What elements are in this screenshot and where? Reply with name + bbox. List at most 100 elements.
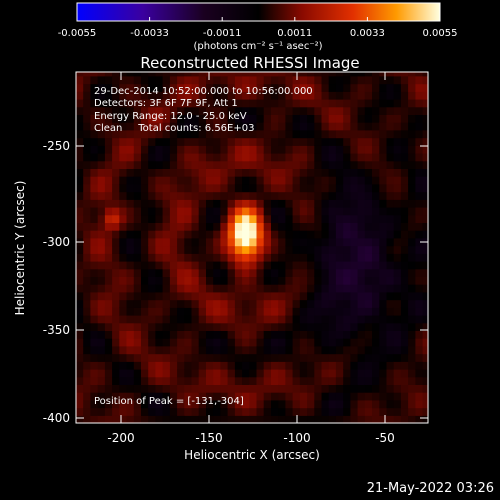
heatmap-cell (263, 268, 272, 277)
heatmap-cell (220, 384, 229, 393)
heatmap-cell (328, 122, 337, 131)
heatmap-cell (126, 338, 135, 347)
heatmap-cell (292, 83, 301, 92)
heatmap-cell (177, 199, 185, 208)
heatmap-cell (177, 384, 185, 393)
heatmap-cell (249, 106, 258, 115)
heatmap-cell (400, 145, 409, 154)
heatmap-cell (242, 353, 250, 362)
heatmap-cell (372, 291, 380, 301)
heatmap-cell (112, 137, 120, 146)
heatmap-cell (148, 276, 156, 285)
heatmap-cell (213, 207, 221, 216)
heatmap-cell (328, 91, 337, 100)
heatmap-cell (263, 322, 272, 331)
heatmap-cell (263, 345, 272, 355)
heatmap-cell (335, 153, 344, 162)
heatmap-cell (191, 191, 200, 200)
heatmap-cell (357, 322, 366, 331)
heatmap-cell (162, 114, 171, 123)
heatmap-cell (422, 91, 428, 100)
heatmap-cell (213, 322, 221, 331)
heatmap-cell (278, 153, 286, 162)
heatmap-cell (307, 415, 315, 423)
heatmap-cell (177, 207, 185, 216)
heatmap-cell (83, 315, 91, 324)
heatmap-cell (148, 284, 156, 293)
heatmap-cell (350, 361, 359, 370)
heatmap-cell (386, 75, 395, 85)
heatmap-cell (307, 384, 315, 393)
colorbar-unit-label: (photons cm⁻² s⁻¹ asec⁻²) (193, 41, 322, 52)
heatmap-cell (177, 214, 185, 223)
heatmap-cell (119, 284, 128, 293)
heatmap-cell (335, 276, 344, 285)
heatmap-cell (206, 106, 214, 115)
heatmap-cell (350, 137, 359, 146)
heatmap-cell (292, 338, 301, 347)
heatmap-cell (90, 245, 99, 254)
heatmap-cell (256, 83, 265, 92)
heatmap-cell (198, 160, 207, 169)
heatmap-cell (415, 253, 424, 262)
heatmap-cell (162, 106, 171, 115)
heatmap-cell (162, 399, 171, 409)
heatmap-cell (148, 230, 156, 239)
heatmap-cell (242, 407, 250, 416)
heatmap-cell (393, 145, 402, 154)
heatmap-cell (386, 222, 395, 231)
heatmap-cell (321, 114, 330, 123)
heatmap-cell (415, 353, 424, 362)
heatmap-cell (177, 83, 185, 92)
heatmap-cell (271, 176, 279, 185)
heatmap-cell (415, 237, 424, 247)
chart-title: Reconstructed RHESSI Image (140, 54, 359, 72)
heatmap-cell (364, 72, 373, 77)
heatmap-cell (83, 83, 91, 92)
heatmap-cell (335, 361, 344, 370)
heatmap-cell (148, 361, 156, 370)
heatmap-cell (83, 245, 91, 254)
heatmap-cell (83, 384, 91, 393)
heatmap-cell (343, 322, 351, 331)
heatmap-cell (148, 99, 156, 108)
heatmap-cell (379, 322, 388, 331)
heatmap-cell (177, 291, 185, 301)
heatmap-cell (126, 191, 135, 200)
heatmap-cell (386, 230, 395, 239)
heatmap-cell (169, 369, 178, 378)
heatmap-cell (328, 72, 337, 77)
heatmap-cell (220, 122, 229, 131)
heatmap-cell (400, 72, 409, 77)
heatmap-cell (206, 137, 214, 146)
heatmap-cell (148, 415, 156, 423)
heatmap-cell (97, 214, 106, 223)
heatmap-cell (271, 230, 279, 239)
heatmap-cell (379, 345, 388, 355)
heatmap-cell (364, 237, 373, 247)
heatmap-cell (198, 99, 207, 108)
heatmap-cell (271, 72, 279, 77)
heatmap-cell (133, 145, 142, 154)
heatmap-cell (328, 268, 337, 277)
heatmap-cell (271, 199, 279, 208)
heatmap-cell (292, 106, 301, 115)
heatmap-cell (415, 114, 424, 123)
heatmap-cell (90, 284, 99, 293)
heatmap-cell (422, 160, 428, 169)
heatmap-cell (393, 214, 402, 223)
heatmap-cell (299, 237, 308, 247)
heatmap-cell (321, 72, 330, 77)
heatmap-cell (227, 72, 236, 77)
heatmap-cell (263, 230, 272, 239)
heatmap-cell (415, 369, 424, 378)
heatmap-cell (350, 145, 359, 154)
heatmap-cell (83, 199, 91, 208)
heatmap-cell (393, 106, 402, 115)
heatmap-cell (169, 299, 178, 308)
heatmap-cell (220, 222, 229, 231)
heatmap-cell (184, 345, 193, 355)
heatmap-cell (97, 75, 106, 85)
heatmap-cell (307, 245, 315, 254)
heatmap-cell (278, 222, 286, 231)
